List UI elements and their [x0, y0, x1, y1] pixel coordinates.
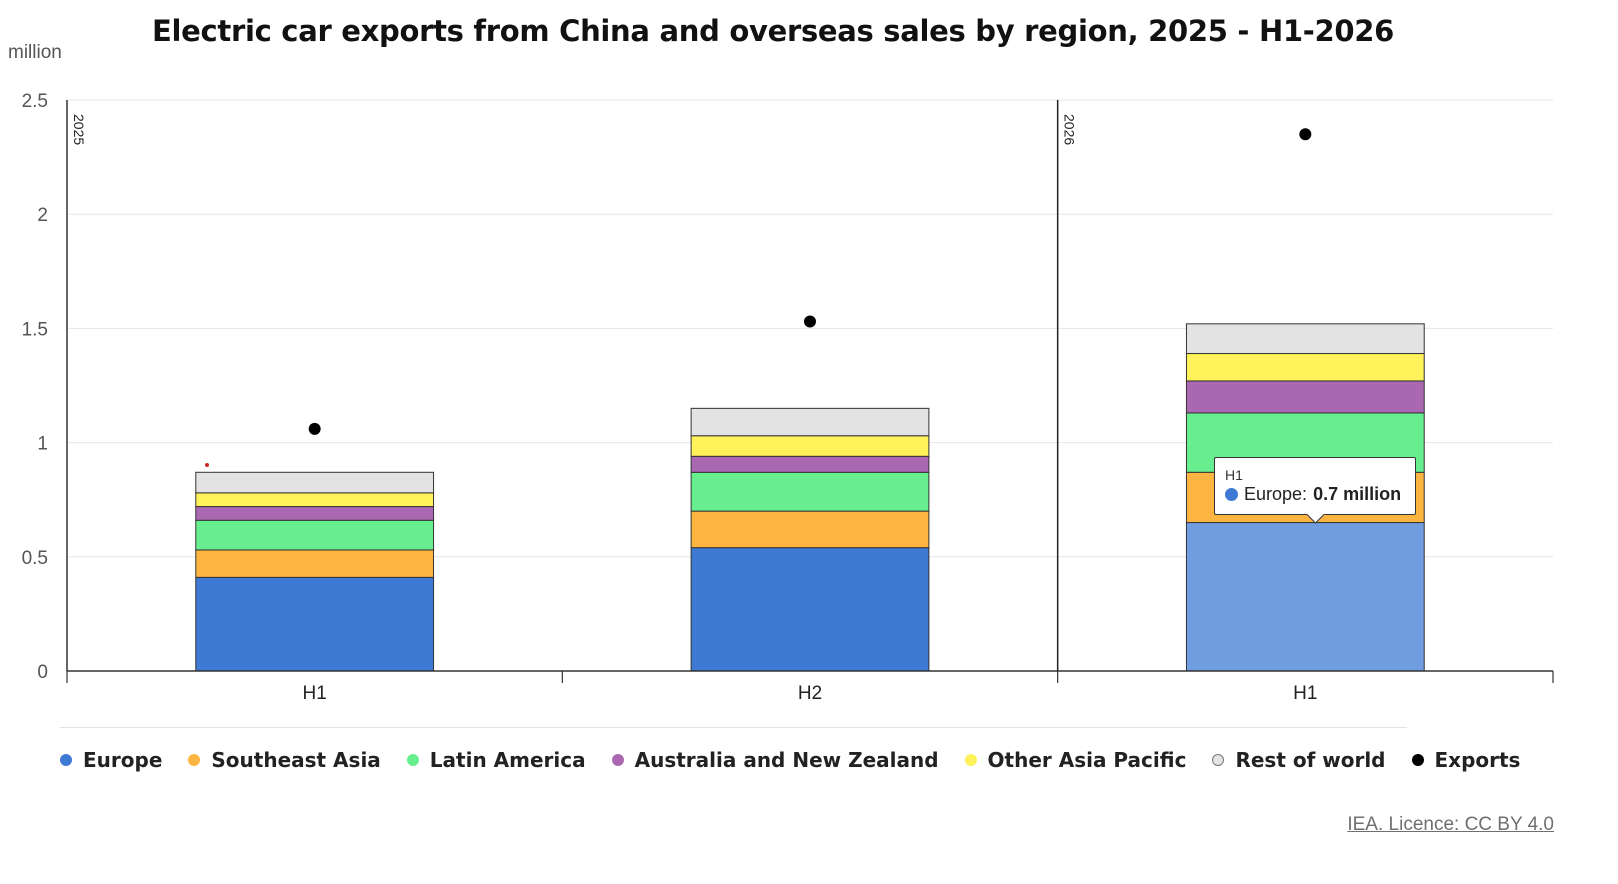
- y-tick-label: 2.5: [22, 91, 48, 112]
- legend-label: Australia and New Zealand: [634, 748, 939, 772]
- legend-item[interactable]: Exports: [1411, 748, 1521, 772]
- tooltip-row: Europe: 0.7 million: [1225, 484, 1401, 505]
- legend-item[interactable]: Latin America: [406, 748, 586, 772]
- y-tick-label: 0.5: [22, 548, 48, 569]
- exports-point: [1299, 128, 1312, 141]
- tooltip-value: 0.7 million: [1313, 484, 1402, 504]
- bar-segment-rest-of-world: [690, 407, 930, 437]
- legend-label: Other Asia Pacific: [987, 748, 1187, 772]
- group-label: 2025: [71, 114, 87, 145]
- x-tick-label: H2: [798, 683, 822, 704]
- hover-tooltip: H1 Europe: 0.7 million: [1214, 457, 1416, 524]
- y-tick-label: 2: [37, 205, 48, 226]
- x-tick-label: H1: [1293, 683, 1317, 704]
- legend-item[interactable]: Other Asia Pacific: [964, 748, 1187, 772]
- licence-link[interactable]: IEA. Licence: CC BY 4.0: [1347, 814, 1554, 835]
- tooltip-category: H1: [1225, 467, 1243, 483]
- bar-segment-australia-and-new-zealand: [690, 455, 930, 473]
- x-tick-label: H1: [303, 683, 327, 704]
- bar-segment-other-asia-pacific: [690, 435, 930, 457]
- tooltip-series-dot-icon: [1225, 488, 1238, 501]
- legend-item[interactable]: Rest of world: [1212, 748, 1386, 772]
- bar-segment-rest-of-world: [195, 471, 435, 494]
- legend-marker-icon: [406, 754, 419, 766]
- annotation-marker: [205, 463, 209, 467]
- legend-label: Europe: [83, 748, 163, 772]
- bar-segment-australia-and-new-zealand: [195, 506, 435, 521]
- exports-point: [308, 422, 321, 435]
- legend-label: Southeast Asia: [211, 748, 381, 772]
- legend-marker-icon: [1411, 754, 1424, 766]
- legend-marker-icon: [188, 754, 201, 766]
- legend-label: Latin America: [429, 748, 586, 772]
- y-tick-label: 0: [37, 662, 48, 683]
- bar-segment-australia-and-new-zealand: [1185, 380, 1425, 414]
- chart-title: Electric car exports from China and over…: [152, 14, 1395, 48]
- bar-segment-rest-of-world: [1185, 323, 1425, 355]
- bar-segment-other-asia-pacific: [1185, 353, 1425, 382]
- bar-segment-other-asia-pacific: [195, 492, 435, 508]
- bar-segment-southeast-asia: [195, 549, 435, 578]
- group-label: 2026: [1062, 114, 1078, 145]
- legend-marker-icon: [60, 754, 72, 766]
- bar-segment-southeast-asia: [690, 510, 930, 549]
- legend-item[interactable]: Europe: [60, 748, 162, 772]
- y-axis-unit: million: [8, 42, 62, 63]
- y-tick-label: 1: [37, 434, 48, 455]
- legend-label: Rest of world: [1235, 748, 1386, 772]
- bar-segment-latin-america: [195, 519, 435, 551]
- legend-divider: [60, 727, 1407, 728]
- chart-legend: Europe Southeast Asia Latin America Austral…: [60, 748, 1546, 772]
- legend-item[interactable]: Southeast Asia: [188, 748, 381, 772]
- tooltip-series-name: Europe: [1244, 484, 1303, 504]
- legend-item[interactable]: Australia and New Zealand: [611, 748, 939, 772]
- legend-marker-icon: [1212, 754, 1225, 766]
- y-tick-label: 1.5: [22, 319, 48, 340]
- bar-segment-latin-america: [690, 471, 930, 512]
- legend-marker-icon: [964, 754, 977, 766]
- stacked-bar-chart: 0 0.5 1 1.5 2 2.5 H1 H2 H1 2025 2026: [22, 91, 1554, 704]
- bar-segment-europe: [195, 576, 435, 672]
- legend-marker-icon: [611, 754, 624, 766]
- legend-label: Exports: [1434, 748, 1521, 772]
- exports-point: [804, 315, 816, 328]
- bar-segment-europe: [690, 547, 930, 672]
- bar-segment-europe: [1185, 522, 1425, 672]
